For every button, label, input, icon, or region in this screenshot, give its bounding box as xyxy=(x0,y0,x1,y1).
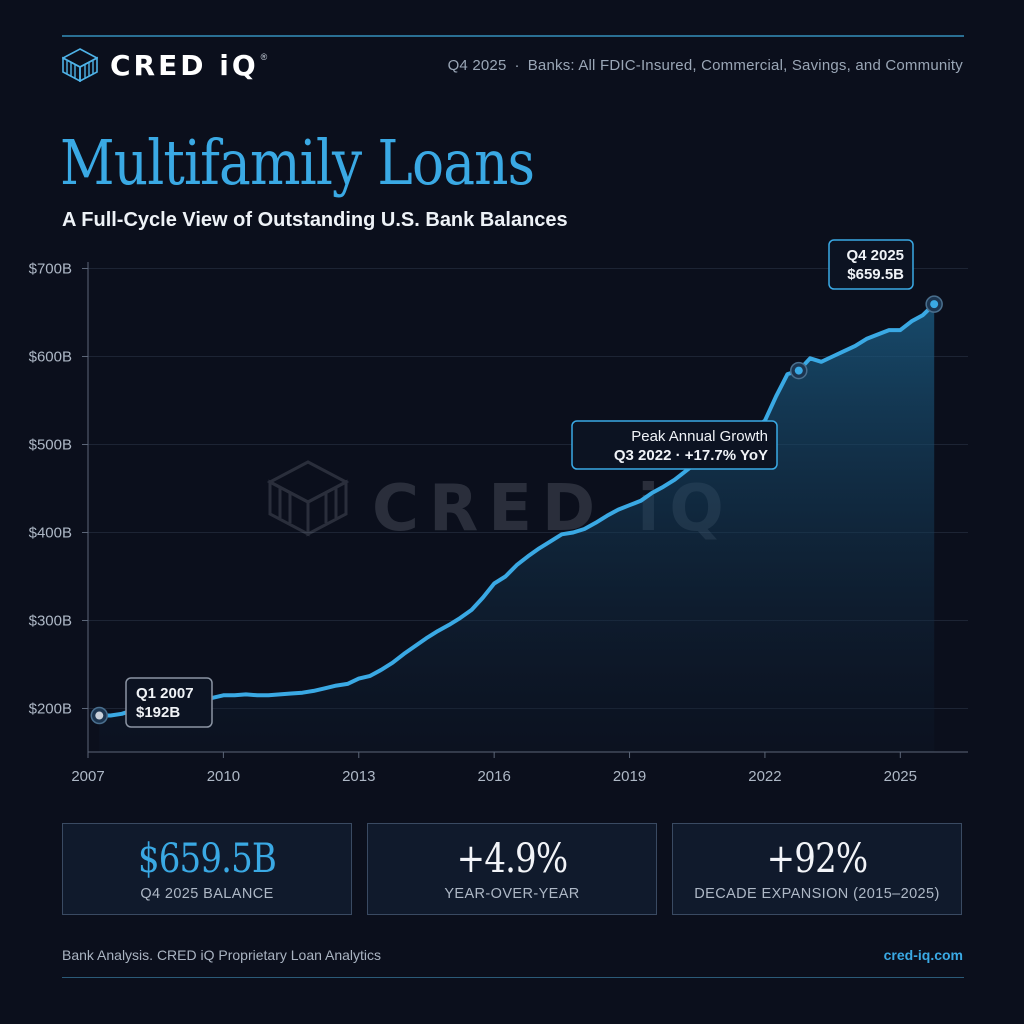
stat-card-decade: +92% DECADE EXPANSION (2015–2025) xyxy=(672,823,962,915)
page-title: Multifamily Loans xyxy=(60,126,535,199)
report-meta: Q4 2025 · Banks: All FDIC-Insured, Commerc… xyxy=(448,57,963,74)
footer-source: Bank Analysis. CRED iQ Proprietary Loan … xyxy=(62,947,382,963)
stat-value: +92% xyxy=(766,836,869,882)
report-scope: Banks: All FDIC-Insured, Commercial, Sav… xyxy=(527,57,963,74)
marker-dot-end xyxy=(930,300,939,309)
axis-layer: $200B $300B $400B $500B $600B $700B 2007 2010 20… xyxy=(29,261,968,785)
marker-dot-start xyxy=(95,711,104,720)
x-tick-label: 2025 xyxy=(884,768,917,785)
callout-box-start xyxy=(125,677,213,728)
y-tick-label: $300B xyxy=(29,613,72,630)
x-tick-label: 2007 xyxy=(71,768,104,785)
brand-registered-mark: ® xyxy=(260,52,268,62)
stat-label: DECADE EXPANSION (2015–2025) xyxy=(694,886,940,902)
callout-line1-end: Q4 2025 xyxy=(846,247,904,264)
callout-line1-start: Q1 2007 xyxy=(136,685,194,702)
x-tick-label: 2022 xyxy=(748,768,781,785)
x-tick-label: 2019 xyxy=(613,768,646,785)
x-tick-label: 2013 xyxy=(342,768,375,785)
callout-line2-start: $192B xyxy=(136,704,180,721)
y-tick-label: $700B xyxy=(29,261,72,278)
y-tick-label: $400B xyxy=(29,525,72,542)
callout-line1-peak: Peak Annual Growth xyxy=(631,428,768,445)
callout-box-peak xyxy=(571,420,778,470)
balance-chart: CRED iQ $200B$300B$400B$500B$600B$700B20… xyxy=(29,239,968,785)
page-subtitle: A Full-Cycle View of Outstanding U.S. Ba… xyxy=(62,209,568,231)
stat-card-yoy: +4.9% YEAR-OVER-YEAR xyxy=(367,823,657,915)
y-tick-label: $500B xyxy=(29,437,72,454)
meta-separator: · xyxy=(514,57,520,74)
cred-iq-logo-icon xyxy=(62,48,98,82)
callout-line2-peak: Q3 2022 · +17.7% YoY xyxy=(614,447,768,464)
report-period: Q4 2025 xyxy=(447,57,507,74)
watermark-logo-icon xyxy=(266,460,350,537)
x-tick-label: 2016 xyxy=(477,768,510,785)
stat-card-balance: $659.5B Q4 2025 BALANCE xyxy=(62,823,352,915)
marker-dot-peak xyxy=(794,366,803,375)
series-area xyxy=(99,304,935,752)
stat-label: YEAR-OVER-YEAR xyxy=(444,886,580,902)
callout-line2-end: $659.5B xyxy=(847,266,904,283)
stat-value: +4.9% xyxy=(456,836,568,882)
brand: CRED iQ ® xyxy=(62,48,267,82)
x-tick-label: 2010 xyxy=(207,768,240,785)
brand-name: CRED iQ xyxy=(110,48,259,82)
y-tick-label: $200B xyxy=(29,701,72,718)
bottom-rule xyxy=(62,977,964,978)
stat-value: $659.5B xyxy=(137,836,277,882)
callout-box-end xyxy=(828,239,914,290)
footer-url-link[interactable]: cred-iq.com xyxy=(883,947,963,963)
stat-label: Q4 2025 BALANCE xyxy=(140,886,274,902)
y-tick-label: $600B xyxy=(29,349,72,366)
annotation-layer: Q1 2007 $192B Peak Annual Growth Q3 2022 · … xyxy=(90,239,943,728)
top-rule xyxy=(62,35,964,37)
